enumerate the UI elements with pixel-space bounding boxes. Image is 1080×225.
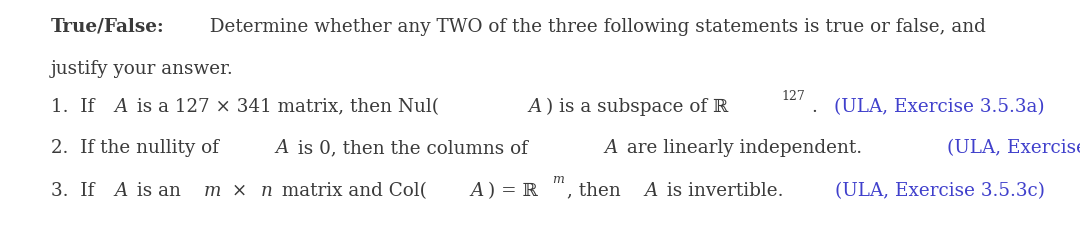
Text: A: A — [471, 182, 484, 200]
Text: justify your answer.: justify your answer. — [51, 60, 233, 78]
Text: are linearly independent.: are linearly independent. — [621, 139, 874, 157]
Text: 127: 127 — [781, 90, 805, 103]
Text: is a 127 × 341 matrix, then Nul(: is a 127 × 341 matrix, then Nul( — [132, 99, 440, 117]
Text: is an: is an — [132, 182, 187, 200]
Text: is 0, then the columns of: is 0, then the columns of — [292, 139, 534, 157]
Text: 3.  If: 3. If — [51, 182, 100, 200]
Text: A: A — [604, 139, 618, 157]
Text: .: . — [812, 99, 829, 117]
Text: m: m — [552, 173, 564, 186]
Text: n: n — [260, 182, 272, 200]
Text: ) = ℝ: ) = ℝ — [488, 182, 538, 200]
Text: (ULA, Exercise 3.5.3c): (ULA, Exercise 3.5.3c) — [835, 182, 1044, 200]
Text: A: A — [114, 182, 127, 200]
Text: is invertible.: is invertible. — [661, 182, 796, 200]
Text: ×: × — [226, 182, 253, 200]
Text: ) is a subspace of ℝ: ) is a subspace of ℝ — [545, 98, 728, 117]
Text: A: A — [275, 139, 288, 157]
Text: (ULA, Exercise 3.5.3b): (ULA, Exercise 3.5.3b) — [947, 139, 1080, 157]
Text: A: A — [645, 182, 658, 200]
Text: , then: , then — [567, 182, 627, 200]
Text: m: m — [203, 182, 220, 200]
Text: 2.  If the nullity of: 2. If the nullity of — [51, 139, 225, 157]
Text: A: A — [529, 99, 542, 117]
Text: matrix and Col(: matrix and Col( — [276, 182, 427, 200]
Text: 1.  If: 1. If — [51, 99, 100, 117]
Text: True/False:: True/False: — [51, 18, 164, 36]
Text: A: A — [114, 99, 127, 117]
Text: Determine whether any TWO of the three following statements is true or false, an: Determine whether any TWO of the three f… — [198, 18, 985, 36]
Text: (ULA, Exercise 3.5.3a): (ULA, Exercise 3.5.3a) — [835, 99, 1045, 117]
